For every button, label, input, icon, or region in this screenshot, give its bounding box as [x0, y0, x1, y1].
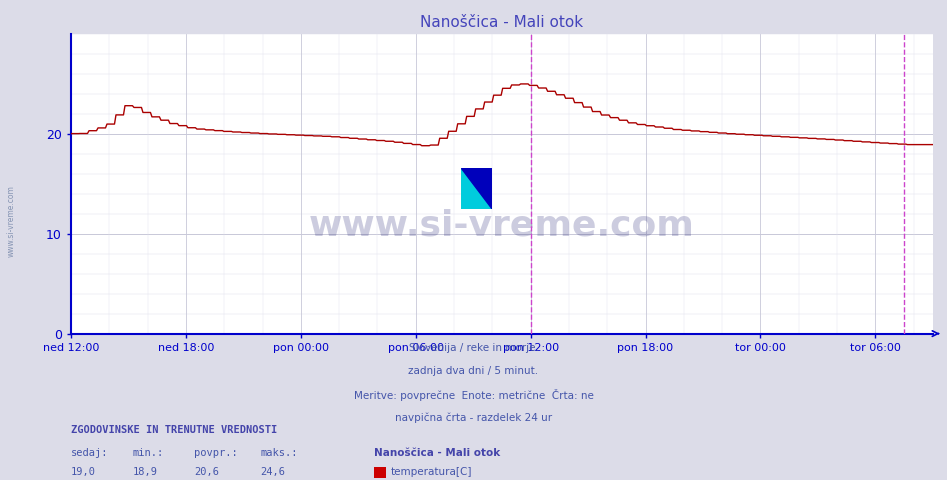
- Text: 18,9: 18,9: [133, 467, 157, 477]
- Text: www.si-vreme.com: www.si-vreme.com: [7, 185, 16, 257]
- Text: www.si-vreme.com: www.si-vreme.com: [309, 209, 695, 242]
- Text: sedaj:: sedaj:: [71, 448, 109, 458]
- Title: Nanoščica - Mali otok: Nanoščica - Mali otok: [420, 15, 583, 30]
- Text: Slovenija / reke in morje.: Slovenija / reke in morje.: [408, 343, 539, 353]
- Text: temperatura[C]: temperatura[C]: [391, 467, 473, 477]
- Text: maks.:: maks.:: [260, 448, 298, 458]
- Text: zadnja dva dni / 5 minut.: zadnja dva dni / 5 minut.: [408, 366, 539, 376]
- Polygon shape: [461, 168, 492, 209]
- Polygon shape: [461, 168, 492, 209]
- Text: ZGODOVINSKE IN TRENUTNE VREDNOSTI: ZGODOVINSKE IN TRENUTNE VREDNOSTI: [71, 425, 277, 435]
- Text: Meritve: povprečne  Enote: metrične  Črta: ne: Meritve: povprečne Enote: metrične Črta:…: [353, 389, 594, 401]
- Text: 24,6: 24,6: [260, 467, 285, 477]
- Text: 20,6: 20,6: [194, 467, 219, 477]
- Text: Nanoščica - Mali otok: Nanoščica - Mali otok: [374, 448, 500, 458]
- Text: 19,0: 19,0: [71, 467, 96, 477]
- Text: povpr.:: povpr.:: [194, 448, 238, 458]
- Text: navpična črta - razdelek 24 ur: navpična črta - razdelek 24 ur: [395, 412, 552, 423]
- Polygon shape: [461, 168, 492, 209]
- Text: min.:: min.:: [133, 448, 164, 458]
